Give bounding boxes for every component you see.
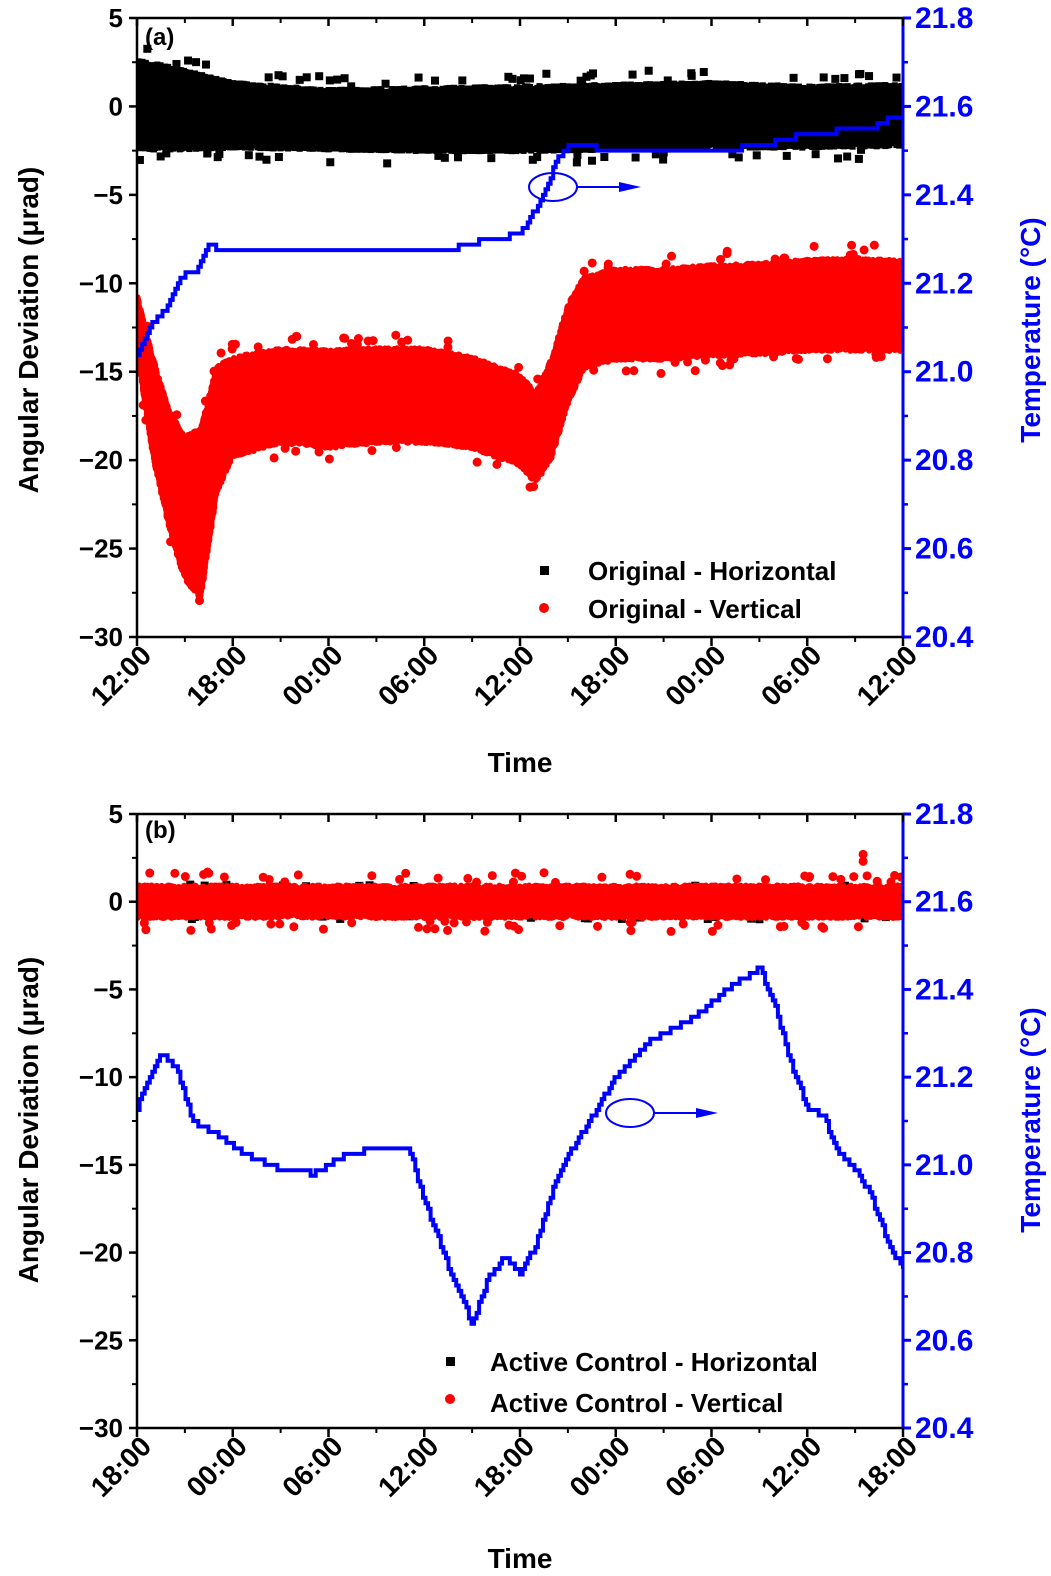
- x-tick-label: 12:00: [851, 639, 924, 712]
- x-tick-label: 06:00: [372, 639, 445, 712]
- series-active-control-vertical: [137, 849, 903, 936]
- x-tick-label: 06:00: [755, 639, 828, 712]
- y-tick-label: 5: [109, 3, 123, 33]
- y2-tick-label: 20.4: [915, 621, 974, 654]
- y2-tick-label: 21.4: [915, 179, 974, 212]
- legend-label-horizontal: Active Control - Horizontal: [490, 1347, 818, 1377]
- y-tick-label: −15: [79, 1150, 123, 1180]
- x-tick-label: 00:00: [276, 639, 349, 712]
- x-tick-label: 12:00: [372, 1430, 445, 1503]
- y2-tick-label: 20.6: [915, 1324, 973, 1357]
- y2-tick-label: 21.0: [915, 1149, 973, 1182]
- y2-tick-label: 21.2: [915, 1061, 973, 1094]
- panel-b-legend: Active Control - Horizontal Active Contr…: [445, 1347, 818, 1418]
- x-tick-label: 18:00: [851, 1430, 924, 1503]
- panel-a-data: [137, 44, 903, 606]
- y-tick-label: 0: [109, 91, 123, 121]
- y2-tick-label: 20.6: [915, 533, 973, 566]
- y-tick-label: −20: [79, 1238, 123, 1268]
- y-tick-label: −30: [79, 1413, 123, 1443]
- y-tick-label: −5: [93, 180, 123, 210]
- panel-a-x-axis-title: Time: [488, 747, 553, 778]
- right-axis-indicator-arrow-icon: [528, 172, 641, 202]
- y-tick-label: −20: [79, 445, 123, 475]
- y-tick-label: −10: [79, 1062, 123, 1092]
- panel-b-data: [137, 849, 903, 1326]
- panel-a-y-axis-title: Angular Deviation (μrad): [13, 167, 44, 494]
- y2-tick-label: 21.4: [915, 973, 974, 1006]
- y-tick-label: −25: [79, 534, 123, 564]
- y-tick-label: −30: [79, 622, 123, 652]
- right-axis-indicator-arrow-icon: [605, 1098, 718, 1128]
- x-tick-label: 18:00: [468, 1430, 541, 1503]
- y-tick-label: −5: [93, 974, 123, 1004]
- legend-label-vertical: Original - Vertical: [588, 594, 802, 624]
- y-tick-label: −15: [79, 357, 123, 387]
- x-tick-label: 00:00: [659, 639, 732, 712]
- x-tick-label: 12:00: [468, 639, 541, 712]
- panel-a: 5 0 −5 −10 −15 −20 −25 −30 21.8 21.6 21.4 21.2 21.0 2…: [13, 2, 1046, 778]
- x-tick-label: 06:00: [276, 1430, 349, 1503]
- panel-a-label: (a): [145, 24, 174, 51]
- y-tick-label: −25: [79, 1325, 123, 1355]
- y-tick-label: −10: [79, 268, 123, 298]
- y2-tick-label: 20.8: [915, 1237, 973, 1270]
- x-tick-label: 06:00: [659, 1430, 732, 1503]
- x-tick-label: 12:00: [755, 1430, 828, 1503]
- y2-tick-label: 21.0: [915, 356, 973, 389]
- panel-b-y-axis-title: Angular Deviation (μrad): [13, 957, 44, 1284]
- x-tick-label: 00:00: [563, 1430, 636, 1503]
- panel-b-y2-axis-title: Temperature (°C): [1015, 1007, 1046, 1232]
- legend-circle-marker: [445, 1394, 455, 1404]
- y2-tick-label: 20.8: [915, 444, 973, 477]
- panel-b-label: (b): [145, 817, 176, 844]
- legend-square-marker: [540, 566, 549, 575]
- y2-tick-label: 21.8: [915, 2, 973, 35]
- temperature-line: [137, 965, 903, 1326]
- y2-tick-label: 21.2: [915, 267, 973, 300]
- legend-circle-marker: [539, 603, 549, 613]
- legend-label-horizontal: Original - Horizontal: [588, 556, 836, 586]
- panel-b-x-axis-title: Time: [488, 1543, 553, 1574]
- x-tick-label: 00:00: [180, 1430, 253, 1503]
- temperature-line: [137, 115, 903, 358]
- series-original-horizontal: [137, 44, 903, 168]
- panel-a-legend: Original - Horizontal Original - Vertica…: [539, 556, 836, 624]
- legend-label-vertical: Active Control - Vertical: [490, 1388, 783, 1418]
- series-original-vertical: [137, 240, 903, 606]
- y2-tick-label: 21.6: [915, 90, 973, 123]
- y2-tick-label: 20.4: [915, 1412, 974, 1445]
- y-tick-label: 0: [109, 887, 123, 917]
- panel-a-y2-axis-title: Temperature (°C): [1015, 217, 1046, 442]
- x-tick-label: 18:00: [563, 639, 636, 712]
- panel-b: 5 0 −5 −10 −15 −20 −25 −30 21.8 21.6 21.4 21.2 21.0 2…: [13, 798, 1046, 1574]
- legend-square-marker: [446, 1357, 455, 1366]
- y-tick-label: 5: [109, 799, 123, 829]
- y2-tick-label: 21.8: [915, 798, 973, 831]
- y2-tick-label: 21.6: [915, 886, 973, 919]
- x-tick-label: 18:00: [180, 639, 253, 712]
